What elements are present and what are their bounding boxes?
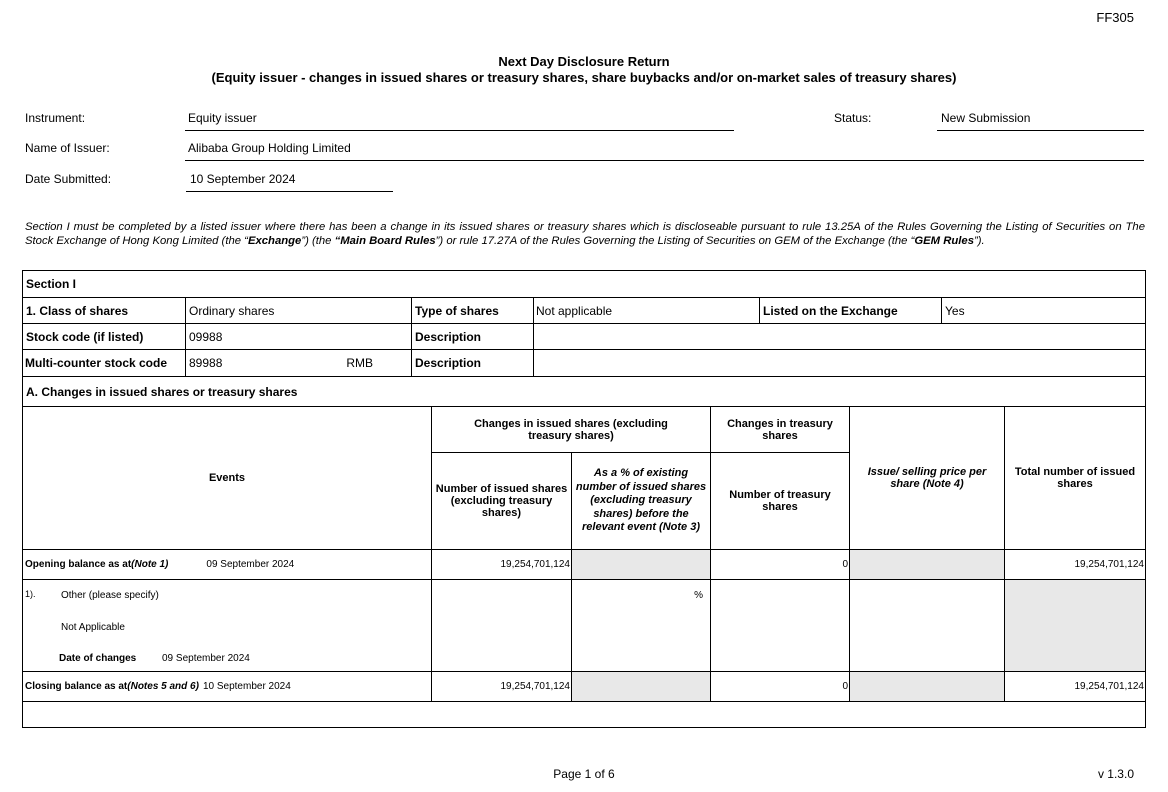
status-label: Status: — [834, 111, 872, 125]
blank-row — [22, 701, 1146, 728]
opening-label: Opening balance as at — [25, 559, 132, 570]
closing-treasury: 0 — [710, 671, 850, 702]
closing-label: Closing balance as at — [25, 681, 128, 692]
closing-date: 10 September 2024 — [202, 681, 291, 692]
header-num-issued: Number of issued shares (excluding treas… — [431, 452, 572, 550]
page-title: Next Day Disclosure Return — [498, 54, 670, 69]
multi-label: Multi-counter stock code — [22, 349, 186, 377]
date-value: 10 September 2024 — [186, 172, 393, 192]
section-title: Section I — [22, 270, 1146, 298]
closing-total: 19,254,701,124 — [1004, 671, 1146, 702]
closing-note: (Notes 5 and 6) — [127, 681, 199, 692]
opening-treasury: 0 — [710, 549, 850, 580]
page-subtitle: (Equity issuer - changes in issued share… — [211, 70, 957, 85]
opening-price — [849, 549, 1005, 580]
description-value — [533, 323, 1146, 350]
description-label: Description — [411, 323, 534, 350]
stock-value: 09988 — [185, 323, 412, 350]
type-value: Not applicable — [533, 297, 760, 324]
opening-date: 09 September 2024 — [206, 559, 295, 570]
event-date: 09 September 2024 — [162, 653, 250, 664]
event-cell: 1). Other (please specify) Not Applicabl… — [22, 579, 432, 672]
header-events: Events — [22, 406, 432, 550]
version: v 1.3.0 — [1097, 767, 1134, 781]
listed-value: Yes — [941, 297, 1146, 324]
intro-bold: GEM Rules — [914, 235, 974, 247]
event-description: Not Applicable — [61, 622, 125, 633]
header-total: Total number of issued shares — [1004, 406, 1146, 550]
intro-part: ”). — [974, 235, 985, 247]
type-label: Type of shares — [411, 297, 534, 324]
instrument-label: Instrument: — [25, 111, 86, 125]
section-a-title: A. Changes in issued shares or treasury … — [22, 376, 1146, 407]
intro-text: Section I must be completed by a listed … — [25, 220, 1145, 248]
event-issued — [431, 579, 572, 672]
header-issued: Changes in issued shares (excluding trea… — [431, 406, 711, 453]
event-date-label: Date of changes — [59, 653, 137, 664]
multi-value: 89988 — [189, 356, 223, 370]
header-num-treasury: Number of treasury shares — [710, 452, 850, 550]
opening-issued: 19,254,701,124 — [431, 549, 572, 580]
instrument-value: Equity issuer — [185, 111, 734, 131]
multi-value-cell: 89988 RMB — [185, 349, 412, 377]
issuer-label: Name of Issuer: — [25, 141, 110, 155]
event-pct: % — [571, 579, 711, 672]
stock-label: Stock code (if listed) — [22, 323, 186, 350]
description-value — [533, 349, 1146, 377]
date-label: Date Submitted: — [25, 172, 112, 186]
class-label: 1. Class of shares — [22, 297, 186, 324]
intro-bold: Exchange — [247, 235, 302, 247]
listed-label: Listed on the Exchange — [759, 297, 942, 324]
issuer-value: Alibaba Group Holding Limited — [185, 141, 1144, 161]
opening-pct — [571, 549, 711, 580]
closing-issued: 19,254,701,124 — [431, 671, 572, 702]
event-total — [1004, 579, 1146, 672]
header-price: Issue/ selling price per share (Note 4) — [849, 406, 1005, 550]
header-treasury: Changes in treasury shares — [710, 406, 850, 453]
currency: RMB — [346, 356, 373, 370]
intro-part: ”) (the — [301, 235, 335, 247]
opening-total: 19,254,701,124 — [1004, 549, 1146, 580]
event-treasury — [710, 579, 850, 672]
form-code: FF305 — [1096, 10, 1134, 25]
closing-price — [849, 671, 1005, 702]
description-label: Description — [411, 349, 534, 377]
event-price — [849, 579, 1005, 672]
page-number: Page 1 of 6 — [553, 767, 615, 781]
event-type: Other (please specify) — [61, 590, 159, 601]
class-value: Ordinary shares — [185, 297, 412, 324]
status-value: New Submission — [937, 111, 1144, 131]
closing-pct — [571, 671, 711, 702]
opening-note: (Note 1) — [131, 559, 169, 570]
intro-bold: “Main Board Rules — [334, 235, 436, 247]
closing-label-cell: Closing balance as at (Notes 5 and 6) 10 … — [22, 671, 432, 702]
event-number: 1). — [25, 589, 36, 599]
opening-label-cell: Opening balance as at (Note 1) 09 Septemb… — [22, 549, 432, 580]
intro-part: ”) or rule 17.27A of the Rules Governing… — [435, 235, 915, 247]
intro-part: Section I must be completed by a listed … — [25, 221, 1145, 247]
header-pct: As a % of existing number of issued shar… — [571, 452, 711, 550]
